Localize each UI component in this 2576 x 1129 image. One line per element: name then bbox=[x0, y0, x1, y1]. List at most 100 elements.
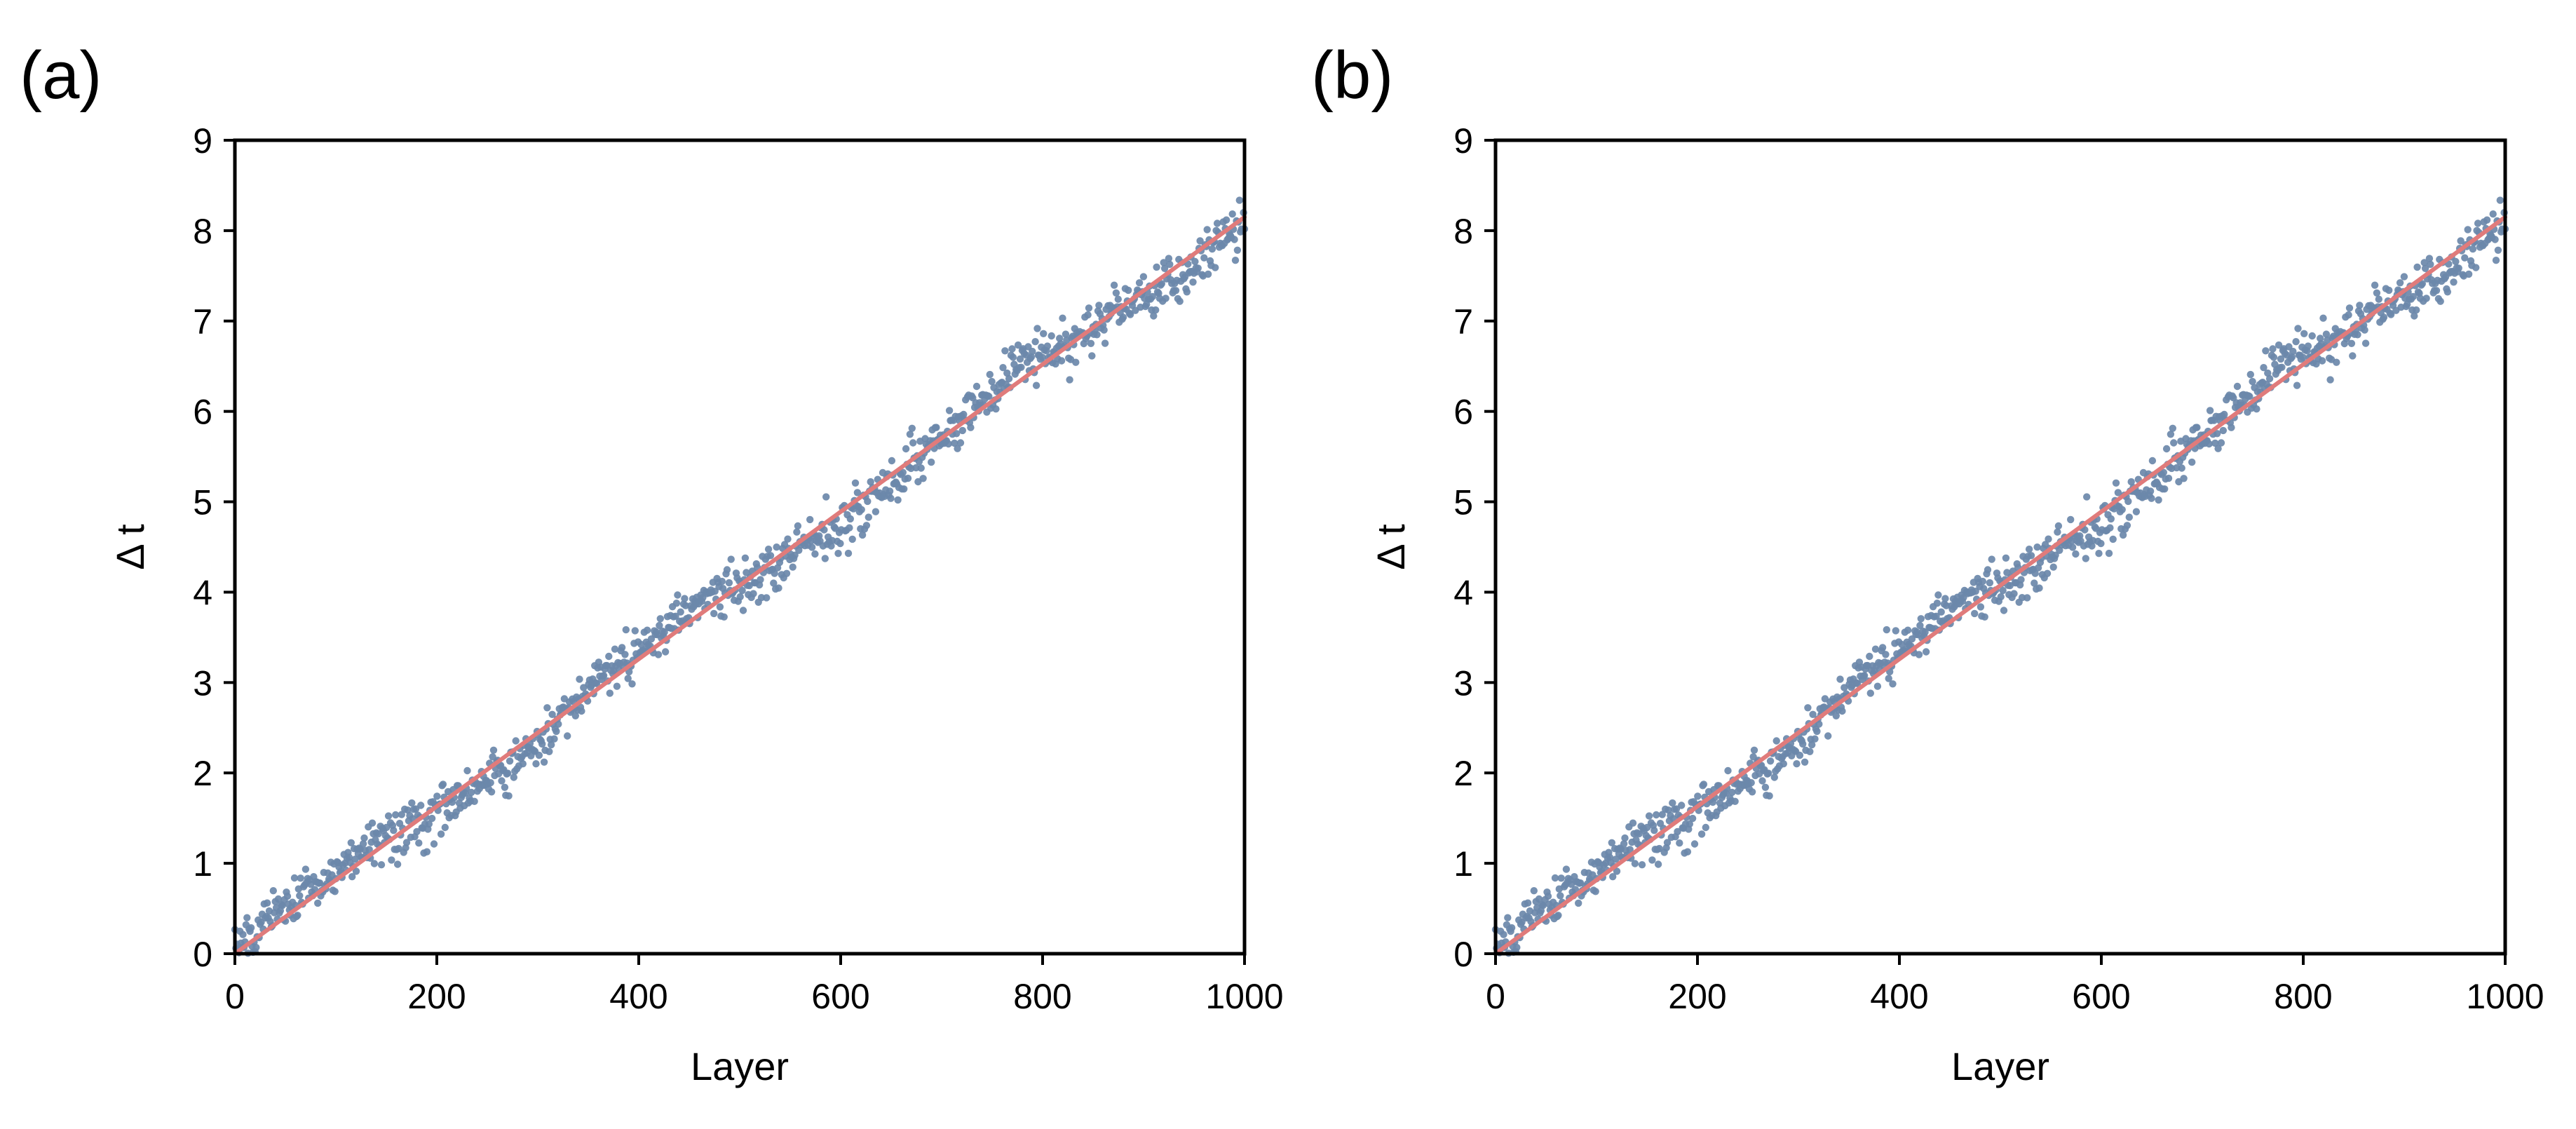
data-point bbox=[2450, 278, 2458, 286]
data-point bbox=[2068, 543, 2077, 551]
data-point bbox=[263, 899, 271, 907]
data-point bbox=[808, 543, 816, 551]
data-point bbox=[506, 757, 514, 765]
data-point bbox=[1200, 254, 1208, 262]
data-point bbox=[2422, 295, 2430, 302]
data-point bbox=[794, 522, 802, 530]
data-point bbox=[2031, 569, 2039, 577]
data-point bbox=[757, 576, 764, 583]
data-point bbox=[1095, 302, 1103, 309]
data-point bbox=[1804, 704, 1812, 712]
data-point bbox=[834, 550, 842, 557]
data-point bbox=[1824, 732, 1832, 740]
data-point bbox=[1222, 216, 1231, 224]
data-point bbox=[398, 811, 405, 818]
data-point bbox=[2354, 331, 2361, 339]
data-point bbox=[1780, 760, 1787, 768]
axes-frame bbox=[233, 138, 1247, 956]
data-point bbox=[1003, 369, 1011, 377]
data-point bbox=[945, 407, 954, 414]
data-point bbox=[864, 497, 872, 506]
data-point bbox=[1853, 680, 1862, 687]
data-point bbox=[1984, 566, 1992, 574]
data-point bbox=[2114, 489, 2122, 496]
data-point bbox=[1621, 834, 1629, 842]
data-point bbox=[1765, 769, 1772, 777]
data-point bbox=[2146, 487, 2155, 495]
data-point bbox=[532, 760, 540, 768]
data-point bbox=[1934, 591, 1942, 599]
y-axis-label: Δ t bbox=[108, 524, 152, 570]
data-point bbox=[1638, 861, 1646, 869]
data-point bbox=[2246, 393, 2253, 400]
data-point bbox=[368, 819, 377, 827]
data-point bbox=[1813, 727, 1821, 736]
data-point bbox=[1731, 797, 1739, 806]
data-point bbox=[784, 535, 792, 543]
data-point bbox=[2277, 355, 2285, 363]
data-point bbox=[1885, 675, 1892, 682]
data-point bbox=[2010, 590, 2018, 597]
data-point bbox=[2361, 326, 2368, 334]
data-point bbox=[1663, 839, 1672, 846]
data-point bbox=[2443, 288, 2451, 296]
data-point bbox=[1765, 792, 1773, 800]
data-point bbox=[553, 727, 560, 736]
data-point bbox=[1524, 899, 1532, 907]
data-point bbox=[1093, 331, 1101, 339]
chart-panel-b: (b) 0 200 400 600 800 1000 0 1 2 3 4 5 6 7 8 9 Layer Δ… bbox=[1311, 38, 2544, 1088]
data-point bbox=[1761, 783, 1770, 792]
data-point bbox=[738, 586, 746, 595]
data-point bbox=[2132, 508, 2141, 515]
panel-label: (a) bbox=[20, 38, 102, 113]
data-point bbox=[1001, 347, 1009, 355]
data-point bbox=[1160, 264, 1169, 272]
data-point bbox=[269, 887, 277, 895]
data-point bbox=[631, 627, 639, 635]
data-point bbox=[919, 475, 927, 482]
data-point bbox=[2081, 526, 2089, 534]
data-point bbox=[960, 410, 968, 419]
data-point bbox=[1832, 712, 1840, 719]
data-point bbox=[2375, 295, 2382, 303]
data-point bbox=[1158, 280, 1166, 288]
data-point bbox=[848, 535, 856, 543]
data-point bbox=[1981, 613, 1988, 621]
data-point bbox=[1500, 931, 1507, 938]
y-tick-label: 2 bbox=[193, 754, 212, 793]
data-point bbox=[504, 769, 512, 777]
data-point bbox=[2387, 311, 2395, 318]
data-point bbox=[1084, 311, 1092, 319]
data-point bbox=[872, 508, 880, 515]
data-point bbox=[413, 827, 421, 836]
data-point bbox=[851, 479, 860, 487]
data-point bbox=[2452, 257, 2460, 266]
data-point bbox=[865, 513, 873, 521]
fit-line bbox=[1493, 215, 2507, 956]
data-point bbox=[2054, 522, 2063, 530]
data-point bbox=[2161, 485, 2169, 493]
data-point bbox=[2097, 539, 2105, 548]
x-tick-label: 400 bbox=[1870, 977, 1928, 1016]
data-point bbox=[1125, 286, 1132, 295]
data-point bbox=[2385, 286, 2393, 295]
data-point bbox=[956, 439, 965, 447]
data-point bbox=[2420, 259, 2428, 266]
data-point bbox=[1655, 844, 1663, 853]
data-point bbox=[1882, 651, 1890, 658]
data-point bbox=[888, 457, 896, 465]
data-point bbox=[1686, 820, 1693, 828]
data-point bbox=[2278, 363, 2286, 371]
data-point bbox=[1770, 773, 1778, 781]
data-point bbox=[811, 550, 819, 558]
data-point bbox=[1702, 823, 1709, 832]
data-point bbox=[1758, 777, 1766, 785]
data-point bbox=[1112, 289, 1120, 297]
data-point bbox=[348, 873, 356, 881]
data-point bbox=[1208, 245, 1216, 253]
data-point bbox=[674, 591, 682, 599]
data-point bbox=[1977, 603, 1985, 611]
data-point bbox=[739, 607, 747, 614]
data-point bbox=[1801, 758, 1809, 766]
